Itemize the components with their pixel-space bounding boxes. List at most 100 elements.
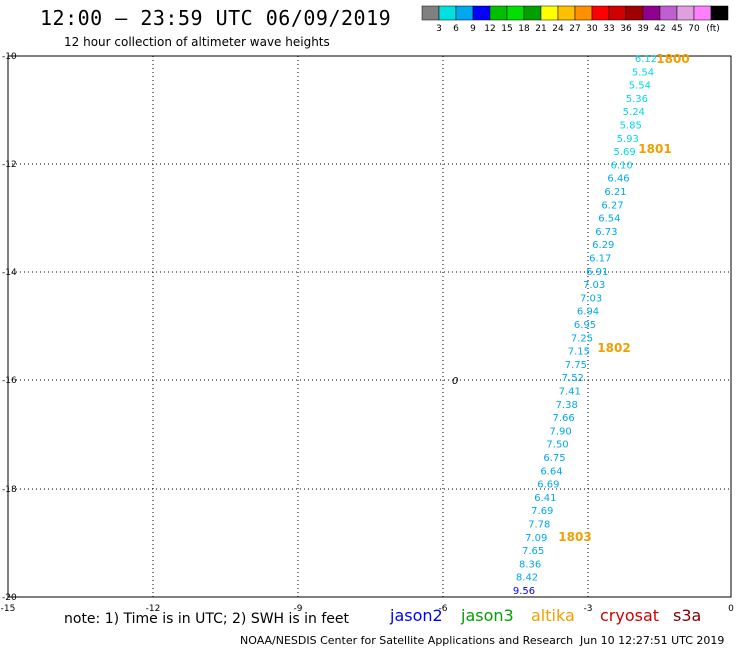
x-tick-label: -6 — [439, 604, 448, 614]
legend-swatch — [642, 5, 661, 21]
wave-height-value: 5.36 — [626, 94, 648, 105]
time-label: 1802 — [597, 341, 630, 355]
wave-height-value: 7.90 — [549, 426, 571, 437]
legend-swatch — [659, 5, 678, 21]
legend-swatch — [676, 5, 695, 21]
legend-swatch — [693, 5, 712, 21]
legend-label: 70 — [688, 24, 700, 34]
legend-label: 33 — [603, 24, 614, 34]
wave-height-value: 6.41 — [534, 493, 556, 504]
wave-height-value: 7.65 — [522, 546, 544, 557]
y-tick-label: -12 — [2, 160, 17, 170]
x-tick-label: -3 — [584, 604, 593, 614]
wave-height-value: 7.03 — [583, 280, 605, 291]
wave-height-labels: 6.12 5.54 5.54 5.36 5.24 5.85 5.93 5.69 6.10 6.46… — [513, 54, 657, 597]
time-labels: 1800 1801 1802 1803 — [558, 52, 689, 544]
legend-swatch — [489, 5, 508, 21]
y-tick-label: -18 — [2, 485, 17, 495]
time-label: 1803 — [558, 530, 591, 544]
wave-height-value: 7.78 — [528, 520, 550, 531]
satellite-jason2: jason2 — [390, 606, 443, 625]
axis-ticks: -10 -12 -14 -16 -18 -20-15 -12 -9 -6 -3 0 0 — [1, 52, 734, 614]
legend-label: 42 — [654, 24, 665, 34]
legend-swatch — [506, 5, 525, 21]
wave-height-value: 7.38 — [556, 400, 578, 411]
plot-frame — [7, 55, 732, 598]
legend-swatch — [574, 5, 593, 21]
y-tick-label: -10 — [2, 52, 17, 62]
legend-label: 21 — [535, 24, 546, 34]
wave-height-value: 6.12 — [635, 54, 657, 65]
legend-label: 18 — [518, 24, 530, 34]
wave-height-value: 6.73 — [595, 227, 617, 238]
legend-swatch — [421, 5, 440, 21]
legend-label: 3 — [436, 24, 442, 34]
wave-height-value: 6.95 — [574, 320, 596, 331]
time-label: 1801 — [638, 142, 671, 156]
y-tick-label: -14 — [2, 268, 17, 278]
wave-height-value: 6.21 — [604, 187, 626, 198]
legend-swatch — [472, 5, 491, 21]
legend-swatch — [557, 5, 576, 21]
wave-height-value: 7.09 — [525, 533, 547, 544]
legend-unit: (ft) — [706, 24, 720, 34]
satellite-cryosat: cryosat — [600, 606, 660, 625]
legend-swatch — [591, 5, 610, 21]
legend-label: 36 — [620, 24, 632, 34]
legend-label: 12 — [484, 24, 495, 34]
wave-height-value: 9.56 — [513, 586, 535, 597]
legend-swatch — [540, 5, 559, 21]
wave-height-value: 5.24 — [623, 107, 645, 118]
wave-height-value: 7.50 — [546, 440, 568, 451]
y-tick-label: -16 — [2, 376, 17, 386]
wave-height-value: 5.93 — [617, 134, 639, 145]
page-subtitle: 12 hour collection of altimeter wave hei… — [64, 35, 330, 49]
legend-label: 45 — [671, 24, 682, 34]
legend-swatch — [523, 5, 542, 21]
wave-height-value: 5.54 — [629, 81, 651, 92]
x-tick-label: -12 — [146, 604, 161, 614]
wave-height-value: 6.46 — [607, 174, 629, 185]
wave-height-value: 6.69 — [537, 480, 559, 491]
satellite-altika: altika — [531, 606, 575, 625]
satellite-s3a: s3a — [673, 606, 702, 625]
x-tick-label: 0 — [728, 604, 734, 614]
timestamp-text: Jun 10 12:27:51 UTC 2019 — [580, 634, 725, 647]
wave-height-value: 7.41 — [559, 387, 581, 398]
legend-label: 30 — [586, 24, 598, 34]
wave-height-value: 8.36 — [519, 559, 541, 570]
legend-label: 27 — [569, 24, 580, 34]
wave-height-value: 8.42 — [516, 573, 538, 584]
legend-swatch — [625, 5, 644, 21]
wave-height-value: 6.91 — [586, 267, 608, 278]
legend-label: 24 — [552, 24, 564, 34]
island-marker: 0 — [452, 376, 458, 387]
wave-height-value: 7.52 — [562, 373, 584, 384]
credit-text: NOAA/NESDIS Center for Satellite Applica… — [240, 634, 574, 647]
wave-height-value: 7.03 — [580, 293, 602, 304]
wave-height-value: 7.66 — [553, 413, 575, 424]
legend-label: 9 — [470, 24, 476, 34]
legend-swatch — [608, 5, 627, 21]
map-grid — [7, 55, 732, 598]
wave-height-value: 7.69 — [531, 506, 553, 517]
x-tick-label: -9 — [294, 604, 303, 614]
wave-height-value: 7.75 — [565, 360, 587, 371]
wave-height-value: 7.25 — [571, 333, 593, 344]
wave-height-value: 5.54 — [632, 67, 654, 78]
x-tick-label: -15 — [1, 604, 16, 614]
y-tick-label: -20 — [2, 593, 17, 603]
wave-height-value: 5.69 — [614, 147, 636, 158]
legend-swatch — [438, 5, 457, 21]
wave-height-value: 6.27 — [601, 200, 623, 211]
wave-height-value: 6.17 — [589, 254, 611, 265]
page-title: 12:00 – 23:59 UTC 06/09/2019 — [40, 6, 392, 30]
wave-height-value: 7.15 — [568, 347, 590, 358]
satellite-jason3: jason3 — [461, 606, 514, 625]
wave-height-value: 5.85 — [620, 121, 642, 132]
wave-height-value: 6.94 — [577, 307, 599, 318]
legend-swatch — [455, 5, 474, 21]
legend-label: 6 — [453, 24, 459, 34]
time-label: 1800 — [656, 52, 689, 66]
